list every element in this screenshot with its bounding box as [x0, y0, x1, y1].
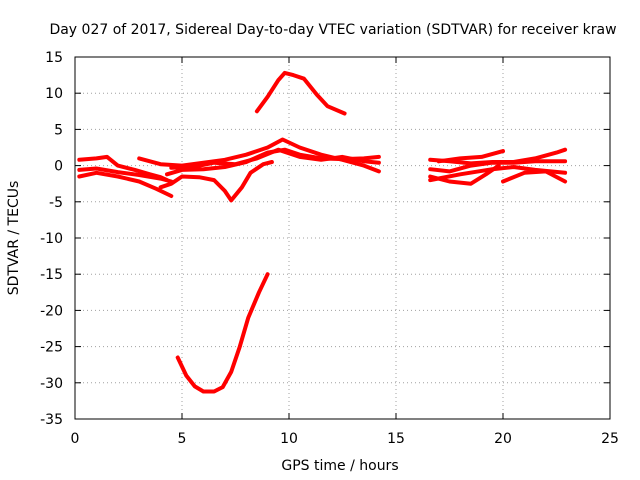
data-series — [77, 70, 568, 394]
x-tick-label: 25 — [601, 431, 619, 447]
y-tick-label: 5 — [54, 122, 63, 138]
y-tick-label: 15 — [45, 50, 63, 66]
y-tick-label: 10 — [45, 86, 63, 102]
y-tick-label: -20 — [40, 303, 63, 319]
y-tick-label: -15 — [40, 267, 63, 283]
x-tick-label: 5 — [178, 431, 187, 447]
series-a5 — [158, 160, 274, 203]
x-tick-label: 15 — [387, 431, 405, 447]
chart-title: Day 027 of 2017, Sidereal Day-to-day VTE… — [49, 22, 616, 38]
x-axis-label: GPS time / hours — [281, 458, 398, 474]
x-tick-label: 0 — [71, 431, 80, 447]
series-a3 — [77, 170, 174, 198]
y-tick-label: -5 — [49, 195, 63, 211]
y-tick-label: -30 — [40, 376, 63, 392]
series-a7 — [169, 147, 381, 170]
axis-ticks: 0 5 10 15 20 25 15 10 5 0 -5 -10 -15 -20 -25 -30 -35 — [40, 50, 619, 447]
y-tick-label: -10 — [40, 231, 63, 247]
series-b2 — [428, 147, 568, 166]
grid-lines — [75, 57, 610, 419]
series-b4 — [436, 149, 505, 164]
series-b6 — [428, 165, 568, 183]
series-b5 — [501, 169, 568, 184]
y-axis-label: SDTVAR / TECUs — [6, 181, 22, 296]
y-tick-label: -35 — [40, 412, 63, 428]
y-tick-label: 0 — [54, 159, 63, 175]
x-tick-label: 20 — [494, 431, 512, 447]
series-a2 — [77, 166, 174, 184]
series-arc-high — [254, 70, 347, 116]
y-tick-label: -25 — [40, 340, 63, 356]
x-tick-label: 10 — [280, 431, 298, 447]
series-arc-low — [175, 272, 270, 394]
